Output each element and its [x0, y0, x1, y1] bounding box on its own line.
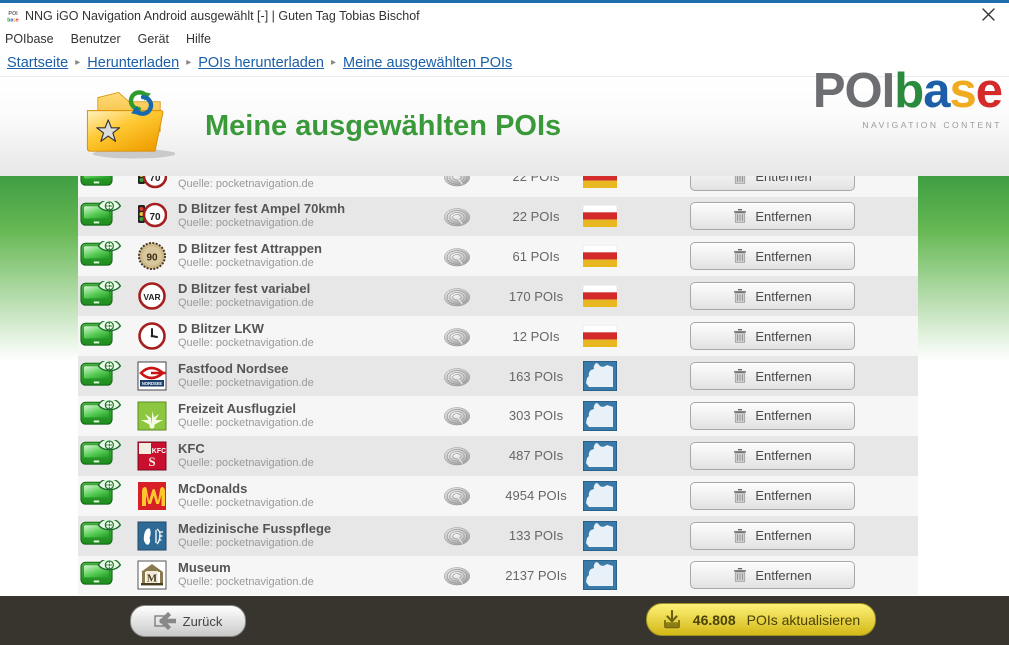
- svg-text:VAR: VAR: [143, 292, 160, 302]
- svg-text:base: base: [7, 17, 19, 23]
- svg-text:M: M: [146, 573, 157, 585]
- svg-text:NORDSEE: NORDSEE: [141, 381, 162, 386]
- svg-text:S: S: [148, 454, 155, 469]
- svg-text:POI: POI: [8, 11, 18, 17]
- svg-text:70: 70: [149, 176, 161, 184]
- svg-text:90: 90: [146, 253, 158, 264]
- svg-text:70: 70: [149, 212, 161, 223]
